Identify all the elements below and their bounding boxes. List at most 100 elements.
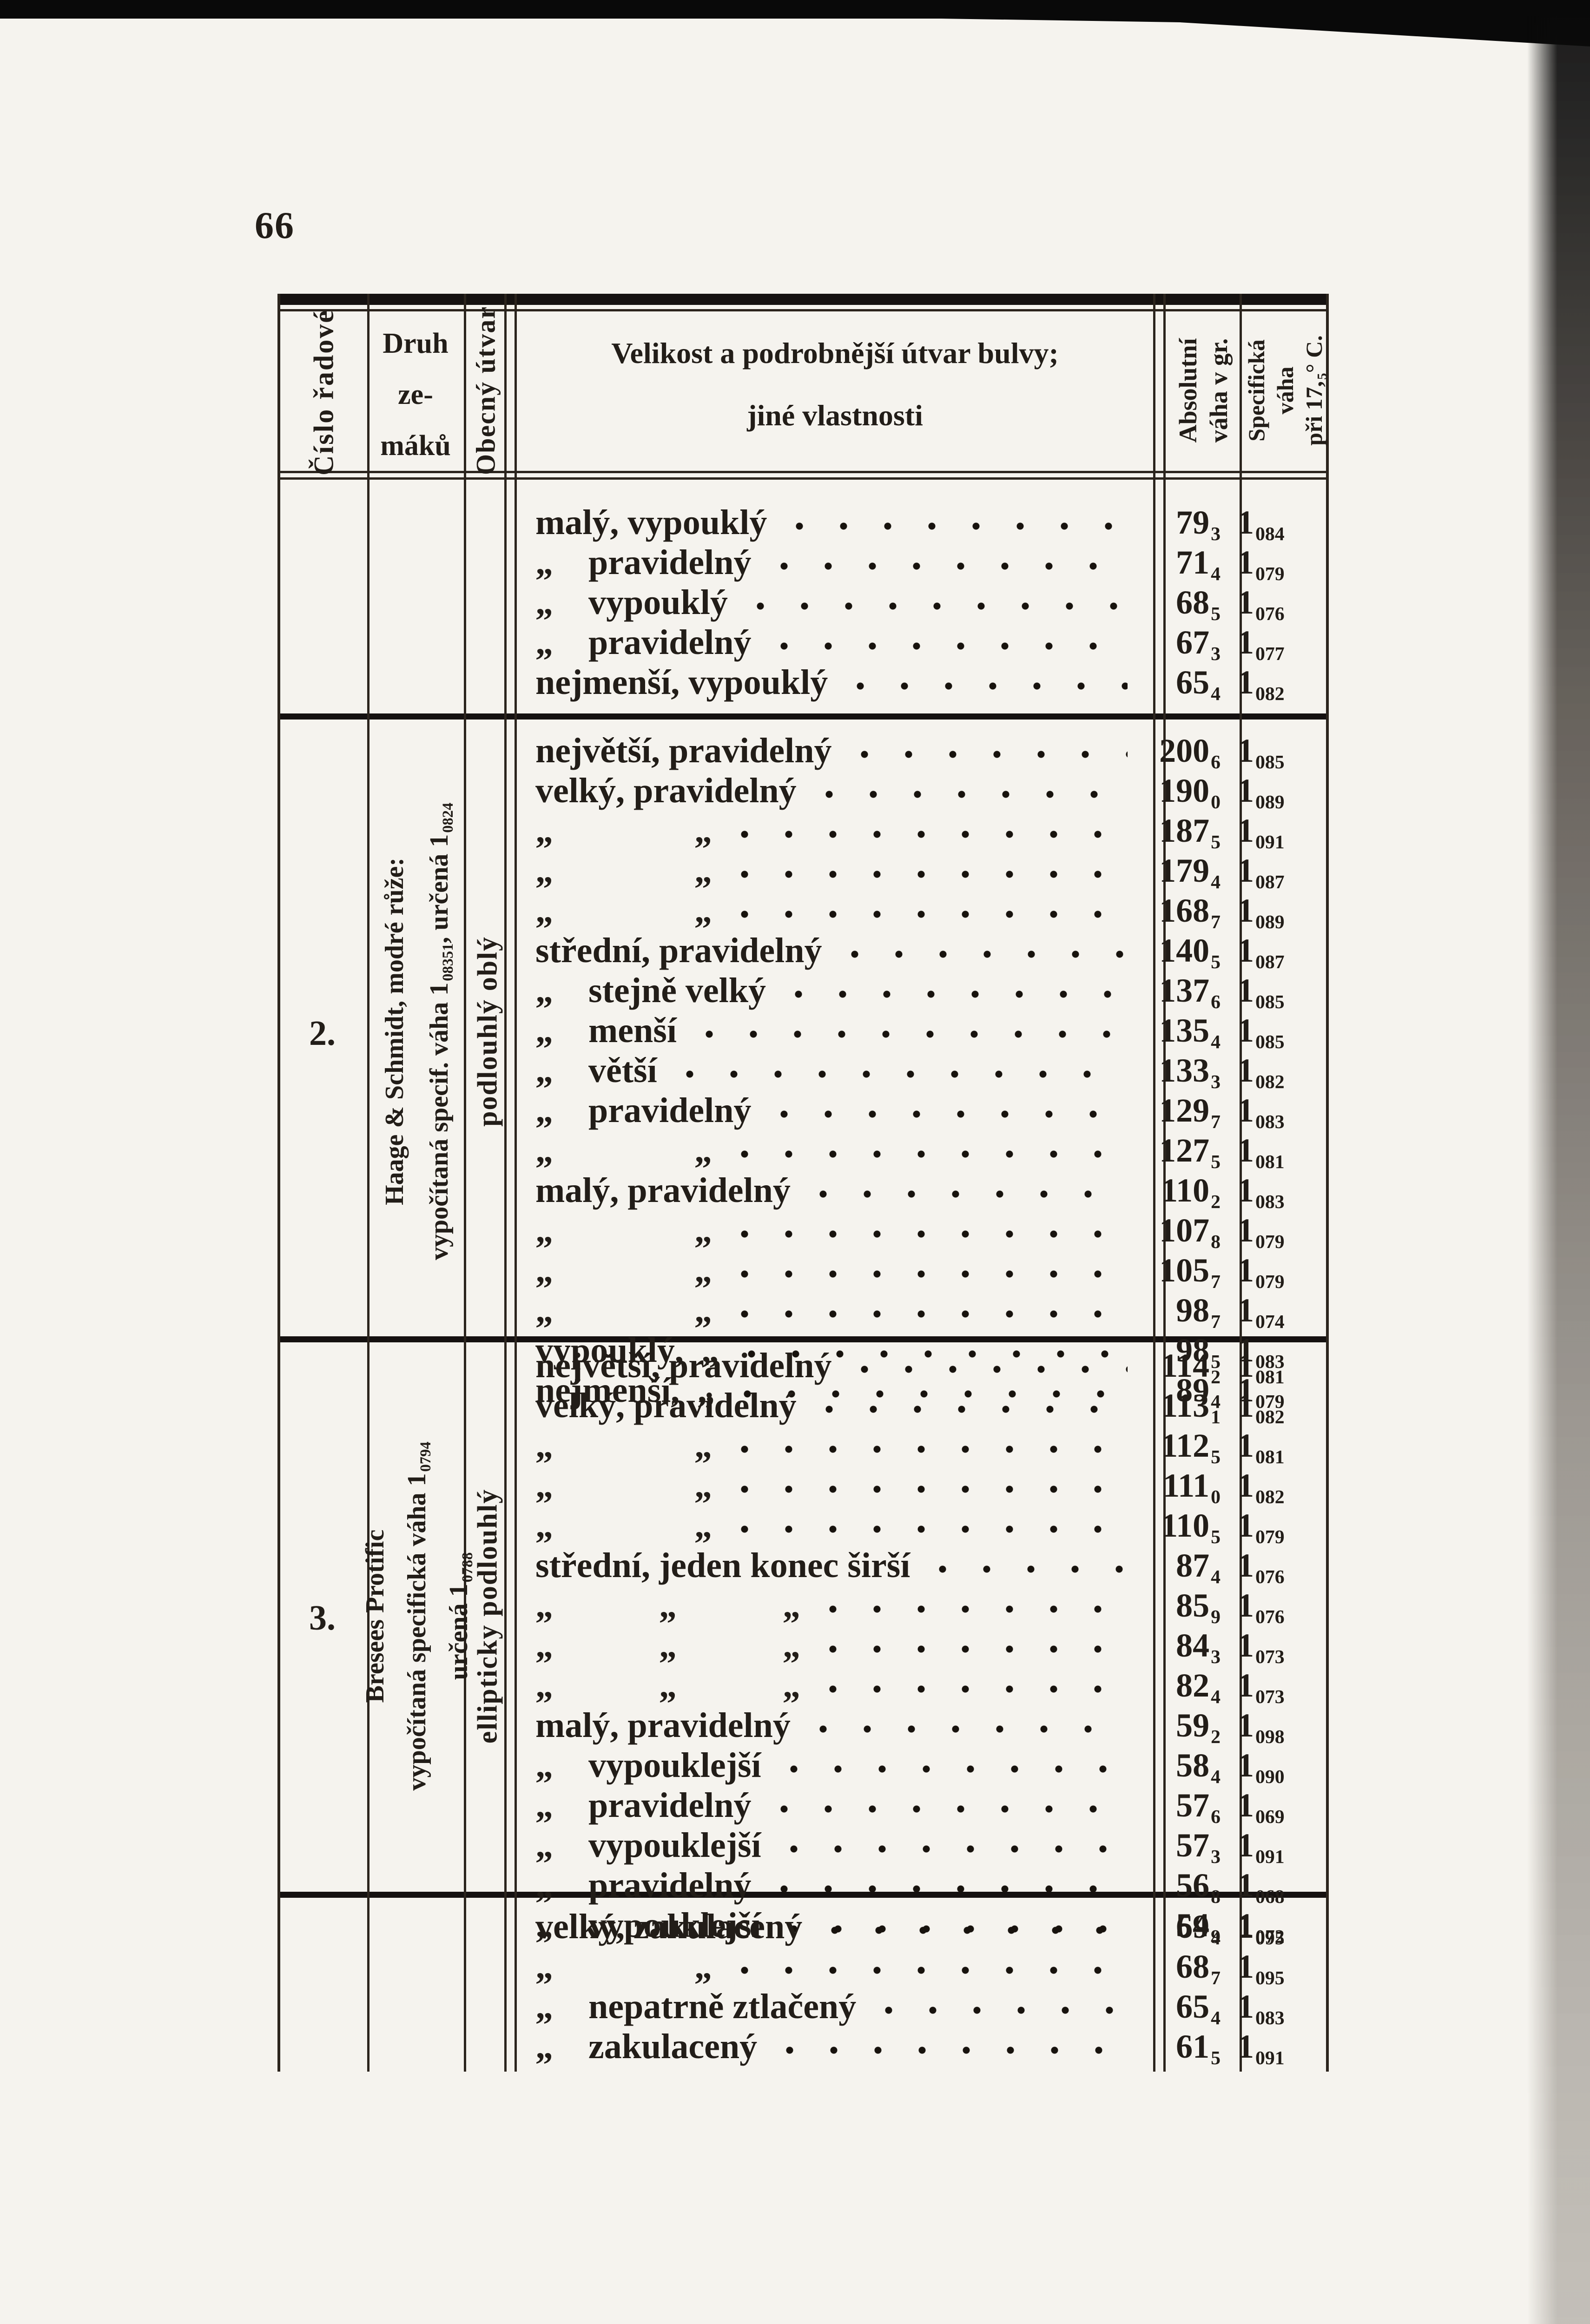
row-description-cell: „ „ bbox=[517, 1213, 1153, 1253]
block-number: 3. bbox=[309, 1598, 336, 1637]
table-row: „ pravidelný 1297 1083 bbox=[517, 1093, 1326, 1133]
specific-weight-value: 1073 bbox=[1237, 1667, 1285, 1708]
row-label: „ „ „ bbox=[535, 1666, 800, 1705]
row-description-cell: „ „ bbox=[517, 1293, 1153, 1333]
absolute-weight-value: 874 bbox=[1176, 1547, 1221, 1588]
row-description-cell: „ „ „ bbox=[517, 1628, 1153, 1668]
specific-weight-value: 1081 bbox=[1237, 1347, 1285, 1388]
absolute-weight-value: 1105 bbox=[1161, 1507, 1221, 1548]
absolute-weight-value: 673 bbox=[1176, 624, 1221, 665]
row-label: „ „ bbox=[535, 851, 712, 890]
specific-weight-value: 1095 bbox=[1237, 1908, 1285, 1949]
dot-leader bbox=[857, 682, 1128, 690]
row-label: „ „ bbox=[535, 891, 712, 930]
specific-weight-value: 1082 bbox=[1237, 1467, 1285, 1508]
specific-weight-value: 1082 bbox=[1237, 1387, 1285, 1428]
absolute-weight-value: 1275 bbox=[1159, 1132, 1221, 1173]
absolute-weight-value: 576 bbox=[1176, 1787, 1221, 1828]
table-row: „ „ 1687 1089 bbox=[517, 893, 1326, 933]
table-row: „ vypouklejší 584 1090 bbox=[517, 1748, 1326, 1788]
table-row: nejmenší, vypouklý 654 1082 bbox=[517, 665, 1326, 705]
row-description-cell: „ pravidelný bbox=[517, 625, 1153, 665]
page-number: 66 bbox=[255, 204, 295, 246]
specific-weight-value: 1095 bbox=[1237, 1948, 1285, 1989]
table-block: největší, pravidelný 1142 1081 velký, pravi… bbox=[517, 1348, 1326, 1947]
row-description-cell: velký, pravidelný bbox=[517, 773, 1153, 813]
table-row: „ „ 1275 1081 bbox=[517, 1133, 1326, 1173]
table-row: střední, jeden konec širší 874 1076 bbox=[517, 1548, 1326, 1588]
dot-leader bbox=[706, 1030, 1128, 1038]
specific-weight-value: 1085 bbox=[1237, 972, 1285, 1013]
dot-leader bbox=[741, 1967, 1128, 1974]
dot-leader bbox=[831, 1927, 1128, 1934]
table-row: největší, pravidelný 2006 1085 bbox=[517, 733, 1326, 773]
absolute-weight-value: 1405 bbox=[1159, 932, 1221, 973]
row-description-cell: „ „ „ bbox=[517, 1668, 1153, 1708]
absolute-weight-value: 2006 bbox=[1159, 732, 1221, 773]
dot-leader bbox=[741, 1150, 1128, 1158]
table-row: „ menší 1354 1085 bbox=[517, 1013, 1326, 1053]
column-header-velikost: Velikost a podrobnější útvar bulvy; jiné… bbox=[517, 308, 1153, 461]
table-row: vypouklý, „ 985 1083 bbox=[517, 1333, 1326, 1373]
dot-leader bbox=[780, 1110, 1128, 1118]
row-description-cell: vypouklý, „ bbox=[517, 1333, 1153, 1373]
row-label: malý, vypouklý bbox=[535, 503, 767, 542]
dot-leader bbox=[741, 831, 1128, 838]
absolute-weight-value: 824 bbox=[1176, 1667, 1221, 1708]
specific-weight-value: 1085 bbox=[1237, 1012, 1285, 1053]
absolute-weight-value: 1794 bbox=[1159, 852, 1221, 893]
row-label: „ stejně velký bbox=[535, 971, 766, 1010]
specific-weight-value: 1079 bbox=[1237, 1372, 1285, 1413]
table-row: velký, pravidelný 1131 1082 bbox=[517, 1388, 1326, 1428]
absolute-weight-value: 1057 bbox=[1159, 1252, 1221, 1293]
specific-weight-value: 1083 bbox=[1237, 1172, 1285, 1213]
absolute-weight-value: 859 bbox=[1176, 1587, 1221, 1628]
absolute-weight-value: 1125 bbox=[1161, 1427, 1221, 1468]
row-label: „ zakulacený bbox=[535, 2027, 758, 2066]
specific-weight-value: 1079 bbox=[1237, 544, 1285, 585]
dot-leader bbox=[939, 1565, 1128, 1573]
row-label: největší, pravidelný bbox=[535, 1346, 832, 1385]
dot-leader bbox=[741, 1230, 1128, 1238]
column-header-velikost-line1: Velikost a podrobnější útvar bulvy; bbox=[611, 336, 1059, 370]
scan-edge-top-right bbox=[883, 0, 1590, 46]
block-number: 2. bbox=[309, 1014, 336, 1053]
table-row: velký, zakulacený 694 1095 bbox=[517, 1909, 1326, 1949]
specific-weight-value: 1081 bbox=[1237, 1427, 1285, 1468]
column-divider-weight-b bbox=[1163, 294, 1166, 2072]
specific-weight-value: 1091 bbox=[1237, 1827, 1285, 1868]
table-border-top-thin bbox=[277, 309, 1329, 311]
dot-leader bbox=[741, 1525, 1128, 1533]
row-description-cell: „ vypouklý bbox=[517, 585, 1153, 625]
row-description-cell: malý, pravidelný bbox=[517, 1173, 1153, 1213]
specific-weight-value: 1091 bbox=[1237, 2028, 1285, 2069]
row-description-cell: „ „ bbox=[517, 893, 1153, 933]
absolute-weight-value: 687 bbox=[1176, 1948, 1221, 1989]
table-row: „ „ 1794 1087 bbox=[517, 853, 1326, 893]
table-border-right bbox=[1326, 294, 1329, 2072]
table-row: nejmenší, „ 894 1079 bbox=[517, 1373, 1326, 1413]
row-description-cell: malý, vypouklý bbox=[517, 505, 1153, 545]
absolute-weight-value: 793 bbox=[1176, 504, 1221, 545]
dot-leader bbox=[796, 522, 1128, 530]
block-separator-3 bbox=[277, 1892, 1329, 1898]
table-row: malý, pravidelný 1102 1083 bbox=[517, 1173, 1326, 1213]
specific-weight-value: 1098 bbox=[1237, 1707, 1285, 1748]
row-label: nejmenší, vypouklý bbox=[535, 663, 828, 702]
column-header-absolutni-vaha: Absolutní váha v gr. bbox=[1174, 338, 1233, 443]
absolute-weight-value: 1333 bbox=[1159, 1052, 1221, 1093]
absolute-weight-value: 694 bbox=[1176, 1908, 1221, 1949]
table-row: „ „ 1105 1079 bbox=[517, 1508, 1326, 1548]
dot-leader bbox=[741, 1446, 1128, 1453]
specific-weight-value: 1091 bbox=[1237, 812, 1285, 853]
row-description-cell: „ stejně velký bbox=[517, 973, 1153, 1013]
table-row: „ „ 987 1074 bbox=[517, 1293, 1326, 1333]
dot-leader bbox=[780, 1805, 1128, 1813]
table-row: „ pravidelný 568 1068 bbox=[517, 1868, 1326, 1908]
row-label: „ „ bbox=[535, 1426, 712, 1465]
row-label: „ vypouklejší bbox=[535, 1746, 761, 1785]
row-label: „ „ bbox=[535, 811, 712, 850]
table-row: střední, pravidelný 1405 1087 bbox=[517, 933, 1326, 973]
row-description-cell: „ „ „ bbox=[517, 1588, 1153, 1628]
table-row: největší, pravidelný 1142 1081 bbox=[517, 1348, 1326, 1388]
